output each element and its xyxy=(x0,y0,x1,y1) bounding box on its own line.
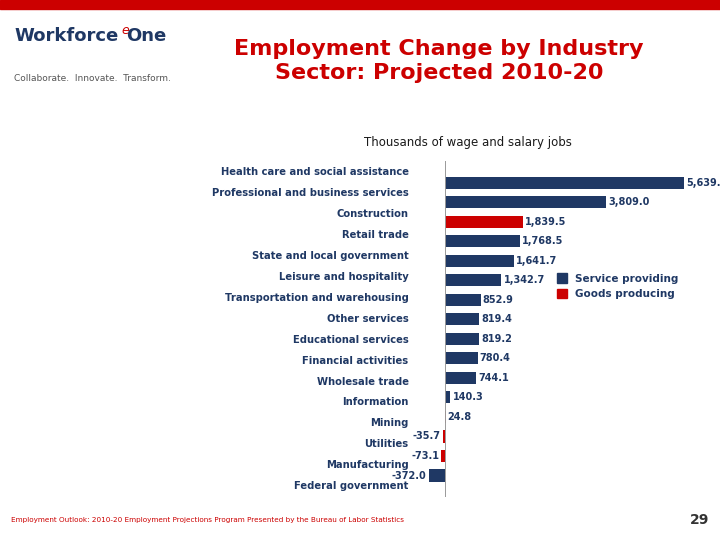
Bar xyxy=(444,216,523,228)
Text: 3,809.0: 3,809.0 xyxy=(608,197,649,207)
Bar xyxy=(444,353,477,364)
Text: -372.0: -372.0 xyxy=(392,470,427,481)
Bar xyxy=(444,333,480,345)
Text: Employment Change by Industry
Sector: Projected 2010-20: Employment Change by Industry Sector: Pr… xyxy=(235,39,644,83)
Bar xyxy=(443,430,444,442)
Text: Educational services: Educational services xyxy=(293,335,408,345)
Text: -73.1: -73.1 xyxy=(411,451,439,461)
Text: Other services: Other services xyxy=(327,314,408,323)
Text: Transportation and warehousing: Transportation and warehousing xyxy=(225,293,408,303)
Bar xyxy=(444,392,451,403)
Bar xyxy=(444,255,514,267)
Bar xyxy=(444,235,520,247)
Text: 1,641.7: 1,641.7 xyxy=(516,256,557,266)
Bar xyxy=(444,313,480,326)
Text: Utilities: Utilities xyxy=(364,440,408,449)
Text: 1,342.7: 1,342.7 xyxy=(503,275,545,285)
Text: 1,768.5: 1,768.5 xyxy=(522,237,563,246)
Text: Collaborate.  Innovate.  Transform.: Collaborate. Innovate. Transform. xyxy=(14,74,171,83)
Text: -35.7: -35.7 xyxy=(413,431,441,442)
Text: Professional and business services: Professional and business services xyxy=(212,188,408,198)
Text: 29: 29 xyxy=(690,513,709,526)
Text: Financial activities: Financial activities xyxy=(302,355,408,366)
Bar xyxy=(444,274,502,286)
Text: Employment Outlook: 2010-20 Employment Projections Program Presented by the Bure: Employment Outlook: 2010-20 Employment P… xyxy=(11,517,404,523)
Bar xyxy=(441,450,444,462)
Text: 780.4: 780.4 xyxy=(480,353,510,363)
Text: 852.9: 852.9 xyxy=(483,295,513,305)
Text: Mining: Mining xyxy=(370,418,408,428)
Text: 744.1: 744.1 xyxy=(478,373,509,383)
Text: State and local government: State and local government xyxy=(252,251,408,261)
Text: One: One xyxy=(126,26,166,44)
Text: Retail trade: Retail trade xyxy=(342,230,408,240)
Text: Health care and social assistance: Health care and social assistance xyxy=(220,167,408,177)
Text: Wholesale trade: Wholesale trade xyxy=(317,376,408,387)
Text: Thousands of wage and salary jobs: Thousands of wage and salary jobs xyxy=(364,136,572,149)
Bar xyxy=(428,469,444,482)
Bar xyxy=(444,372,476,384)
Text: Leisure and hospitality: Leisure and hospitality xyxy=(279,272,408,282)
Text: 1,839.5: 1,839.5 xyxy=(525,217,566,227)
Bar xyxy=(0,0,720,9)
Text: Information: Information xyxy=(342,397,408,408)
Bar xyxy=(444,411,446,423)
Text: Manufacturing: Manufacturing xyxy=(326,461,408,470)
Legend: Service providing, Goods producing: Service providing, Goods producing xyxy=(552,269,683,303)
Bar xyxy=(444,177,684,189)
Bar xyxy=(444,294,481,306)
Bar xyxy=(444,196,606,208)
Text: 5,639.4: 5,639.4 xyxy=(686,178,720,188)
Text: 819.4: 819.4 xyxy=(482,314,513,325)
Text: Construction: Construction xyxy=(336,209,408,219)
Text: 24.8: 24.8 xyxy=(448,412,472,422)
Text: Workforce: Workforce xyxy=(14,26,119,44)
Text: 140.3: 140.3 xyxy=(453,393,483,402)
Text: Federal government: Federal government xyxy=(294,481,408,491)
Text: e: e xyxy=(121,24,129,37)
Text: 819.2: 819.2 xyxy=(482,334,512,344)
